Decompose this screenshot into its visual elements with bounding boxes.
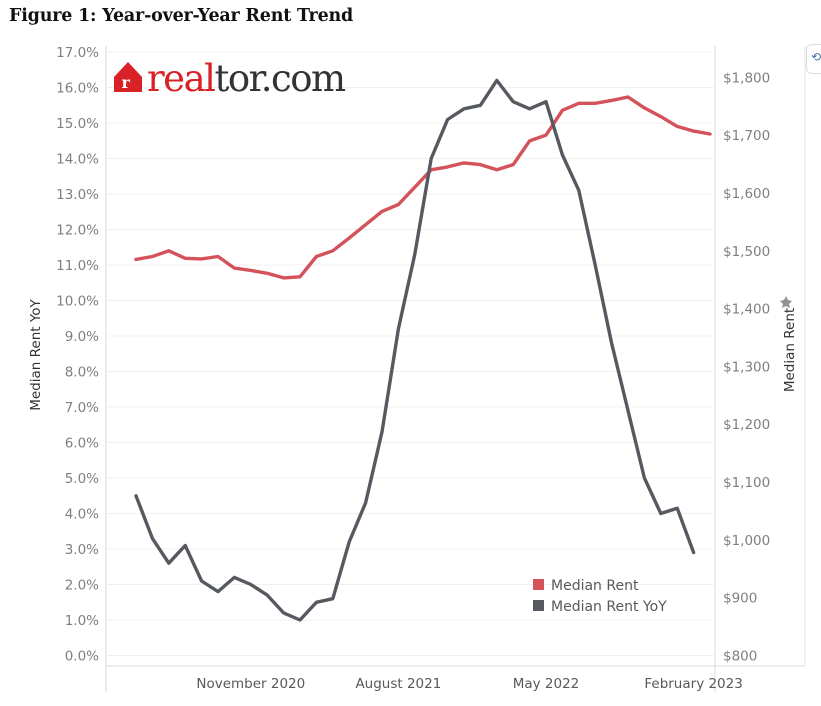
legend-swatch-median-rent-yoy (533, 600, 544, 611)
right-axis-title: Median Rent (782, 308, 798, 392)
left-tick-label: 6.0% (65, 436, 99, 452)
legend-swatch-median-rent (533, 579, 544, 590)
realtor-house-r-icon (114, 62, 142, 92)
share-icon[interactable]: ⟲ (806, 44, 821, 74)
right-tick-label: $1,300 (723, 359, 770, 375)
x-tick-label: November 2020 (196, 676, 305, 692)
svg-text:realtor.com: realtor.com (147, 57, 346, 100)
logo-real: real (147, 57, 215, 100)
right-tick-label: $1,600 (723, 186, 770, 202)
legend-label-median-rent: Median Rent (551, 578, 639, 594)
right-tick-label: $1,700 (723, 128, 770, 144)
grid-layer (106, 51, 715, 656)
left-tick-label: 5.0% (65, 471, 99, 487)
x-tick-label: May 2022 (513, 676, 580, 692)
left-tick-label: 17.0% (56, 45, 99, 61)
left-tick-label: 9.0% (65, 329, 99, 345)
right-tick-label: $1,200 (723, 417, 770, 433)
left-tick-label: 0.0% (65, 649, 99, 665)
left-tick-label: 3.0% (65, 542, 99, 558)
figure-title: Figure 1: Year-over-Year Rent Trend (9, 6, 354, 26)
left-tick-label: 2.0% (65, 578, 99, 594)
left-tick-label: 10.0% (56, 294, 99, 310)
legend-label-median-rent-yoy: Median Rent YoY (551, 599, 667, 615)
left-tick-label: 7.0% (65, 400, 99, 416)
series-layer (134, 78, 712, 622)
left-tick-label: 13.0% (56, 187, 99, 203)
right-tick-label: $900 (723, 591, 757, 607)
right-tick-label: $1,000 (723, 533, 770, 549)
right-tick-label: $1,500 (723, 244, 770, 260)
svg-text:r: r (122, 73, 131, 92)
left-tick-label: 15.0% (56, 116, 99, 132)
x-tick-label: August 2021 (355, 676, 441, 692)
left-tick-label: 16.0% (56, 81, 99, 97)
series-line-median-rent-yoy (134, 78, 696, 622)
realtor-logo: r realtor.com (114, 57, 348, 100)
left-axis-ticks: 0.0% 1.0% 2.0% 3.0% 4.0% 5.0% 6.0% 7.0% 8.0% 9.0%… (56, 45, 99, 665)
left-tick-label: 1.0% (65, 613, 99, 629)
right-tick-label: $1,100 (723, 475, 770, 491)
x-tick-label: February 2023 (644, 676, 742, 692)
left-tick-label: 14.0% (56, 152, 99, 168)
right-tick-label: $800 (723, 649, 757, 665)
logo-rest: tor.com (214, 57, 346, 100)
left-axis-title: Median Rent YoY (28, 298, 44, 410)
x-axis-ticks: November 2020 August 2021 May 2022 February… (196, 676, 742, 692)
left-tick-label: 4.0% (65, 507, 99, 523)
left-tick-label: 12.0% (56, 223, 99, 239)
right-axis-ticks: $800 $900 $1,000 $1,100 $1,200 $1,300 $1,400 $1… (723, 70, 770, 664)
right-tick-label: $1,800 (723, 70, 770, 86)
series-line-median-rent (134, 95, 712, 280)
left-tick-label: 11.0% (56, 258, 99, 274)
left-tick-label: 8.0% (65, 365, 99, 381)
pin-icon (780, 296, 792, 308)
legend: Median Rent Median Rent YoY (533, 578, 667, 615)
right-tick-label: $1,400 (723, 302, 770, 318)
